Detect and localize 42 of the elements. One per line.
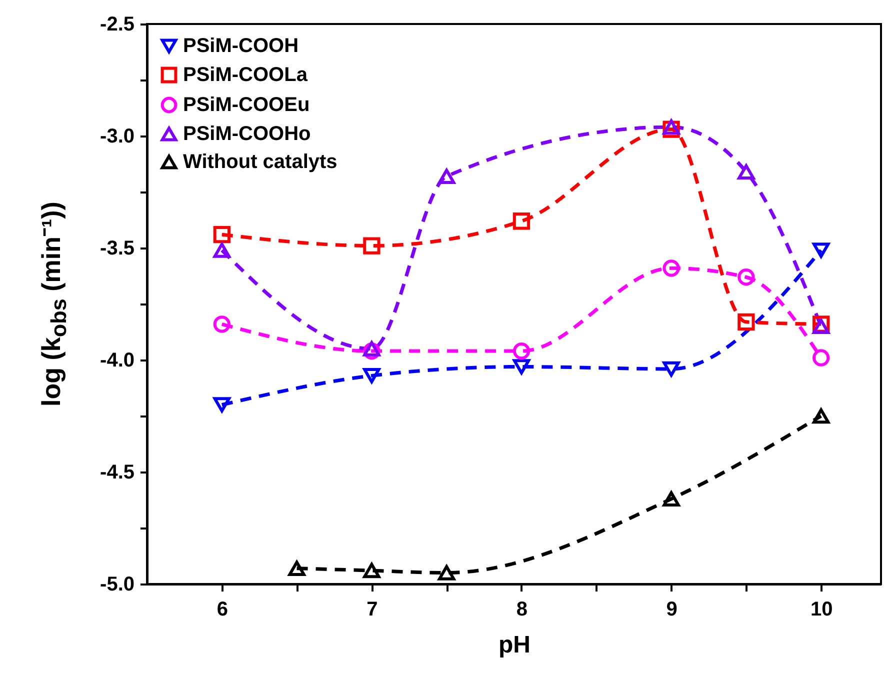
point [738, 268, 755, 286]
x-tick-label: 6 [216, 598, 228, 620]
point [812, 408, 830, 424]
point [738, 313, 755, 330]
point [363, 341, 380, 356]
y-tick-label: -5.0 [100, 574, 134, 596]
x-tick-label: 10 [810, 598, 833, 620]
point [363, 368, 380, 384]
x-tick-label: 9 [666, 598, 678, 620]
y-tick-label: -2.5 [100, 14, 134, 36]
point [438, 168, 456, 184]
point [438, 565, 456, 580]
point [512, 359, 530, 374]
point [512, 342, 530, 360]
point [288, 560, 306, 576]
legend-label: PSiM-COOEu [183, 94, 310, 116]
x-tick-label: 8 [516, 598, 528, 620]
y-tick-label: -3.0 [100, 126, 134, 148]
point [662, 361, 680, 377]
point [662, 260, 680, 277]
point [812, 242, 830, 258]
y-tick-label: -3.5 [100, 238, 134, 260]
point [363, 562, 380, 578]
y-tick-label: -4.5 [100, 462, 134, 484]
x-axis-title: pH [498, 632, 530, 658]
legend-label: PSiM-COOLa [183, 64, 308, 86]
point [213, 226, 230, 244]
point [812, 318, 830, 334]
point [363, 237, 380, 254]
point [512, 212, 530, 230]
point [738, 164, 755, 180]
point [662, 491, 680, 507]
legend-label: PSiM-COOHo [183, 123, 311, 145]
point [812, 349, 830, 366]
y-tick-label: -4.0 [100, 350, 134, 372]
x-tick-label: 7 [366, 598, 378, 620]
legend-label: PSiM-COOH [183, 35, 299, 57]
point [662, 119, 680, 135]
legend-label: Without catalyts [183, 151, 338, 173]
point [213, 316, 230, 333]
point [213, 242, 230, 258]
point [213, 397, 230, 412]
